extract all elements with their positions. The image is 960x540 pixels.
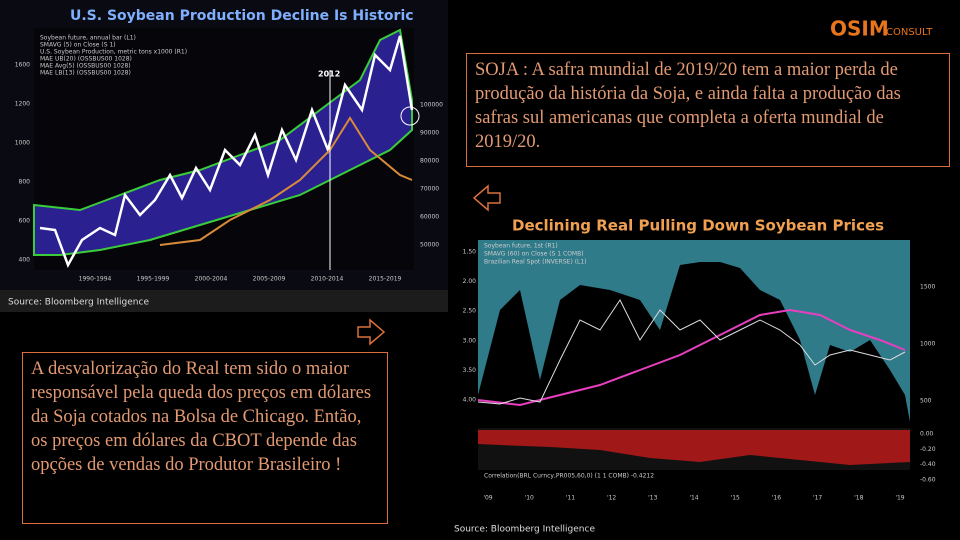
marker-label: 2012 — [318, 70, 340, 79]
lower-legend: Correlation(BRL Curncy,PR005,60,0) (1 1 … — [484, 473, 654, 480]
x-tick-label: '14 — [689, 495, 698, 502]
x-tick-label: '18 — [854, 495, 863, 502]
x-tick-label: '15 — [731, 495, 740, 502]
sma-line — [477, 308, 906, 407]
y-tick-label: 600 — [19, 218, 31, 225]
left-arrow — [472, 184, 501, 212]
right-chart-title: Declining Real Pulling Down Soybean Pric… — [512, 217, 884, 235]
x-tick-label: 1990-1994 — [79, 276, 112, 283]
y-tick-label: 1000 — [15, 140, 30, 147]
x-tick-label: '17 — [813, 495, 822, 502]
y-tick-label: 90000 — [420, 130, 439, 137]
legend-entry: Brazilian Real Spot (INVERSE) (L1) — [484, 259, 587, 266]
legend-entry: Soybean future, 1st (R1) — [484, 243, 558, 250]
y-tick-label: 1.50 — [463, 249, 477, 256]
legend-entry: U.S. Soybean Production, metric tons x10… — [40, 49, 187, 56]
left-source: Source: Bloomberg Intelligence — [8, 298, 149, 308]
right-arrow — [357, 318, 386, 346]
x-tick-label: '13 — [648, 495, 657, 502]
y-tick-label: 50000 — [420, 242, 439, 249]
y-tick-label: 400 — [19, 257, 31, 264]
x-tick-label: '11 — [566, 495, 575, 502]
x-tick-label: '10 — [525, 495, 534, 502]
y-tick-label: 500 — [920, 398, 932, 405]
y-tick-label: -0.20 — [920, 446, 936, 453]
soybean-line — [477, 299, 906, 405]
x-tick-label: '09 — [483, 495, 492, 502]
legend-entry: SMAVG (60) on Close (S 1 COMB) — [484, 251, 584, 258]
price-average-line — [159, 116, 413, 246]
x-tick-label: '12 — [607, 495, 616, 502]
y-tick-label: 60000 — [420, 214, 439, 221]
x-tick-label: 2005-2009 — [253, 276, 286, 283]
y-tick-label: 3.00 — [463, 337, 477, 344]
text-box: SOJA : A safra mundial de 2019/20 tem a … — [466, 53, 950, 167]
x-tick-label: '19 — [895, 495, 904, 502]
y-tick-label: 2.50 — [463, 308, 477, 315]
highlight-circle — [400, 106, 420, 126]
y-tick-label: 80000 — [420, 158, 439, 165]
y-tick-label: 1500 — [920, 284, 935, 291]
y-tick-label: 1200 — [15, 101, 30, 108]
x-tick-label: 2000-2004 — [195, 276, 228, 283]
x-tick-label: 2015-2019 — [369, 276, 402, 283]
legend-entry: MAE Avg(5) (OSSBUS00 1028) — [40, 63, 131, 70]
y-tick-label: 4.00 — [463, 397, 477, 404]
logo-brand: OSIM — [830, 17, 889, 41]
legend-entry: Soybean future, annual bar (L1) — [40, 35, 136, 42]
x-tick-label: '16 — [772, 495, 781, 502]
y-tick-label: -0.40 — [920, 461, 936, 468]
right-source: Source: Bloomberg Intelligence — [454, 525, 595, 535]
y-tick-label: 800 — [19, 179, 31, 186]
real-area — [478, 262, 910, 422]
y-tick-label: 3.50 — [463, 367, 477, 374]
x-tick-label: 2010-2014 — [311, 276, 344, 283]
legend-entry: MAE LB(13) (OSSBUS00 1028) — [40, 70, 131, 77]
correlation-area — [478, 430, 910, 465]
text-box: A desvalorização do Real tem sido o maio… — [22, 352, 388, 524]
left-chart-title: U.S. Soybean Production Decline Is Histo… — [70, 8, 414, 24]
legend-entry: SMAVG (5) on Close (S 1) — [40, 42, 116, 49]
logo-suffix: CONSULT — [886, 27, 933, 38]
left-source-bar — [0, 290, 448, 312]
production-line — [39, 35, 414, 268]
y-tick-label: 1000 — [920, 341, 935, 348]
y-tick-label: 0.00 — [920, 431, 934, 438]
legend-entry: MAE UB(20) (OSSBUS00 1028) — [40, 56, 132, 63]
y-tick-label: 100000 — [420, 102, 443, 109]
y-tick-label: -0.60 — [920, 477, 936, 484]
y-tick-label: 1600 — [15, 62, 30, 69]
y-tick-label: 2.00 — [463, 278, 477, 285]
y-tick-label: 70000 — [420, 186, 439, 193]
x-tick-label: 1995-1999 — [137, 276, 170, 283]
